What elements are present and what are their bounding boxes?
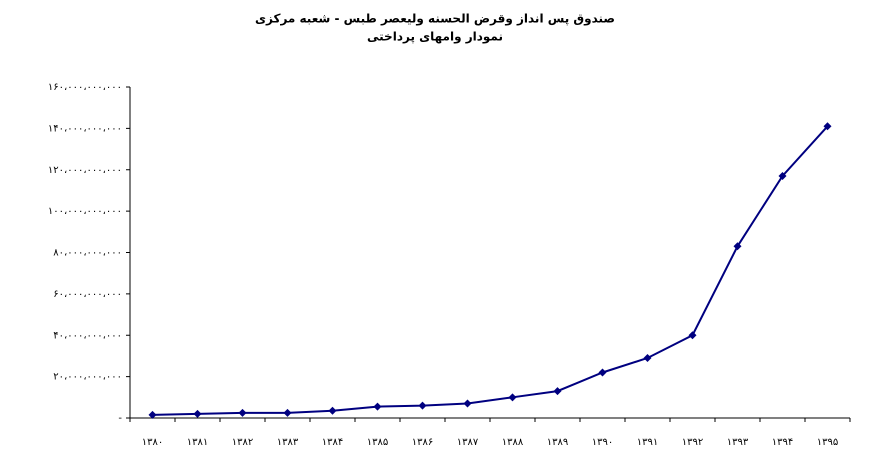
marker bbox=[823, 122, 832, 131]
x-tick-label: ۱۳۸۰ bbox=[142, 437, 163, 448]
chart-title: صندوق پس انداز وقرض الحسنه ولیعصر طبس - … bbox=[255, 12, 615, 27]
marker bbox=[598, 368, 607, 377]
marker bbox=[283, 408, 292, 417]
y-tick-label: ۶۰،۰۰۰،۰۰۰،۰۰۰ bbox=[53, 289, 122, 300]
x-tick-label: ۱۳۸۹ bbox=[547, 437, 568, 448]
marker bbox=[238, 408, 247, 417]
y-tick-label: ۱۲۰،۰۰۰،۰۰۰،۰۰۰ bbox=[48, 165, 122, 176]
x-tick-label: ۱۳۸۶ bbox=[412, 437, 433, 448]
x-tick-label: ۱۳۹۱ bbox=[637, 437, 658, 448]
y-tick-label: ۴۰،۰۰۰،۰۰۰،۰۰۰ bbox=[53, 330, 122, 341]
x-tick-label: ۱۳۹۴ bbox=[772, 437, 793, 448]
x-tick-label: ۱۳۸۵ bbox=[367, 437, 388, 448]
y-tick-label: ۱۶۰،۰۰۰،۰۰۰،۰۰۰ bbox=[48, 82, 122, 93]
marker bbox=[463, 399, 472, 408]
marker bbox=[778, 171, 787, 180]
y-tick-label: ۲۰،۰۰۰،۰۰۰،۰۰۰ bbox=[53, 372, 122, 383]
marker bbox=[553, 387, 562, 396]
x-tick-label: ۱۳۹۲ bbox=[682, 437, 703, 448]
x-tick-label: ۱۳۸۳ bbox=[277, 437, 299, 448]
marker bbox=[418, 401, 427, 410]
y-tick-label: - bbox=[118, 413, 122, 424]
marker bbox=[733, 242, 742, 251]
y-tick-label: ۱۰۰،۰۰۰،۰۰۰،۰۰۰ bbox=[48, 206, 122, 217]
x-tick-label: ۱۳۸۴ bbox=[322, 437, 343, 448]
x-tick-label: ۱۳۹۵ bbox=[817, 437, 838, 448]
y-tick-label: ۸۰،۰۰۰،۰۰۰،۰۰۰ bbox=[53, 248, 122, 259]
x-tick-label: ۱۳۸۲ bbox=[232, 437, 253, 448]
marker bbox=[373, 402, 382, 411]
x-tick-label: ۱۳۸۸ bbox=[502, 437, 524, 448]
x-tick-label: ۱۳۸۱ bbox=[187, 437, 208, 448]
chart-subtitle: نمودار وامهای پرداختی bbox=[367, 30, 503, 45]
marker bbox=[508, 393, 517, 402]
line bbox=[152, 125, 829, 416]
x-tick-label: ۱۳۹۰ bbox=[592, 437, 613, 448]
marker bbox=[688, 331, 697, 340]
marker bbox=[328, 406, 337, 415]
x-tick-label: ۱۳۹۳ bbox=[727, 437, 749, 448]
marker bbox=[193, 409, 202, 418]
marker bbox=[643, 354, 652, 363]
marker bbox=[148, 410, 157, 419]
y-tick-label: ۱۴۰،۰۰۰،۰۰۰،۰۰۰ bbox=[48, 123, 122, 134]
x-tick-label: ۱۳۸۷ bbox=[457, 437, 479, 448]
